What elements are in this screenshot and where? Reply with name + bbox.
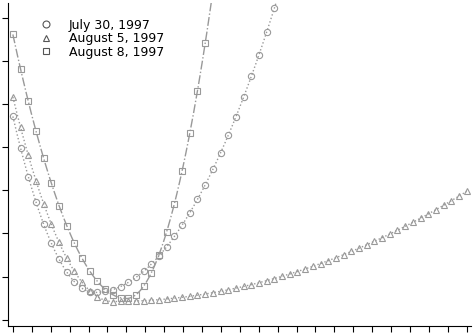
Legend: July 30, 1997, August 5, 1997, August 8, 1997: July 30, 1997, August 5, 1997, August 8,… xyxy=(24,12,170,65)
